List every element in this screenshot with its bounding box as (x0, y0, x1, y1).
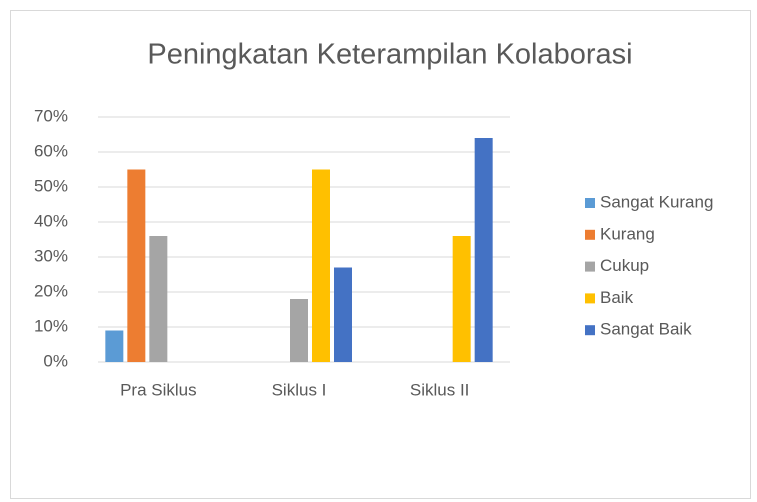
y-tick-label: 70% (34, 106, 68, 125)
chart-title: Peningkatan Keterampilan Kolaborasi (147, 39, 632, 71)
legend-swatch (585, 261, 595, 272)
legend-swatch (585, 293, 595, 304)
y-tick-label: 0% (43, 351, 68, 370)
x-tick-label: Pra Siklus (120, 380, 197, 399)
y-tick-label: 10% (34, 316, 68, 335)
bar (149, 236, 168, 362)
legend-label: Cukup (600, 256, 649, 275)
legend-label: Baik (600, 288, 634, 307)
legend-swatch (585, 229, 595, 240)
legend-label: Kurang (600, 224, 655, 243)
x-tick-label: Siklus I (272, 380, 327, 399)
bar (312, 169, 330, 362)
bar (127, 169, 146, 362)
bar (474, 138, 493, 362)
y-tick-label: 60% (34, 141, 68, 160)
legend-label: Sangat Kurang (600, 192, 713, 211)
bar (334, 267, 352, 362)
y-tick-label: 40% (34, 211, 68, 230)
bar (452, 236, 471, 362)
legend-swatch (585, 198, 595, 208)
y-tick-label: 30% (34, 246, 68, 265)
y-tick-label: 50% (34, 176, 68, 195)
legend-label: Sangat Baik (600, 320, 692, 339)
y-tick-label: 20% (34, 281, 68, 300)
chart-border (10, 10, 751, 499)
bar (105, 330, 124, 362)
bar (290, 299, 308, 362)
x-tick-label: Siklus II (410, 380, 470, 399)
legend-swatch (585, 325, 595, 336)
